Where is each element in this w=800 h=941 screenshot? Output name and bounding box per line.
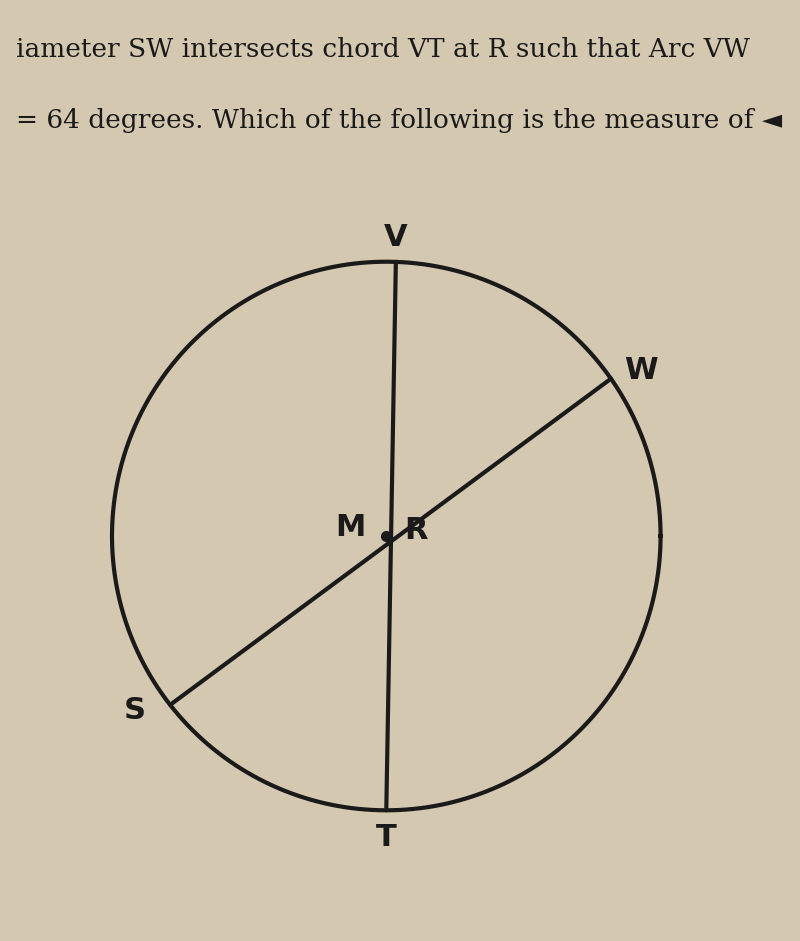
- Text: M: M: [335, 513, 366, 542]
- Text: T: T: [376, 823, 397, 853]
- Text: iameter SW intersects chord VT at R such that Arc VW: iameter SW intersects chord VT at R such…: [16, 38, 750, 62]
- Text: V: V: [384, 223, 408, 251]
- Text: S: S: [123, 695, 146, 725]
- Text: W: W: [624, 356, 658, 385]
- Text: = 64 degrees. Which of the following is the measure of ◄: = 64 degrees. Which of the following is …: [16, 107, 782, 133]
- Text: R: R: [404, 516, 427, 545]
